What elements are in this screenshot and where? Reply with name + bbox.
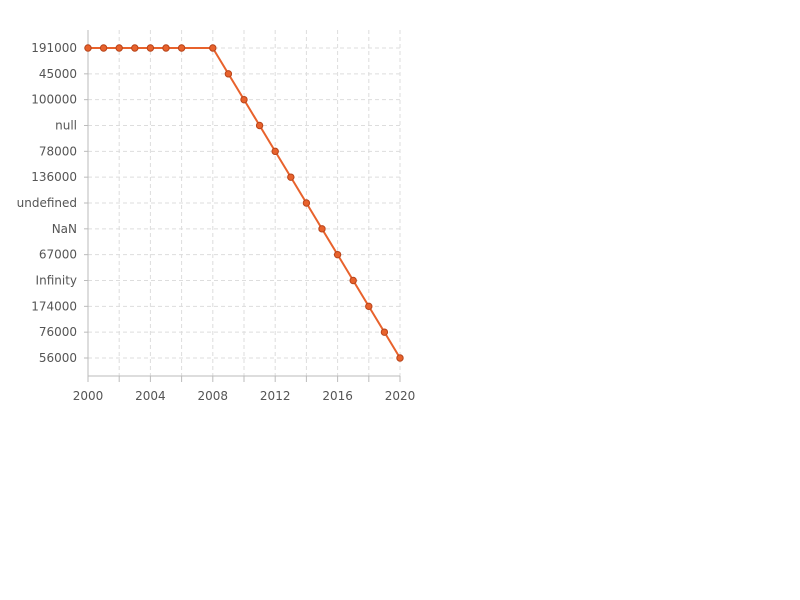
y-tick-label: 67000 (39, 248, 77, 262)
data-point[interactable] (146, 44, 155, 52)
x-tick-label: 2012 (260, 389, 291, 403)
grid (88, 30, 401, 376)
axes: 191000 45000 100000 null 78000 136000 undefine… (17, 30, 416, 403)
data-point[interactable] (271, 147, 279, 156)
x-tick-label: 2016 (322, 389, 353, 403)
data-point[interactable] (302, 199, 311, 207)
x-tick-label: 2008 (198, 389, 229, 403)
y-tick-label: NaN (52, 222, 77, 236)
data-point[interactable] (318, 225, 326, 233)
data-point[interactable] (115, 44, 123, 52)
y-tick-label: 100000 (31, 93, 77, 107)
x-tick-label: 2000 (73, 389, 104, 403)
y-tick-label: 174000 (31, 299, 77, 313)
data-point[interactable] (349, 276, 357, 285)
data-point[interactable] (224, 70, 233, 78)
data-point[interactable] (84, 44, 92, 52)
data-point[interactable] (255, 121, 264, 130)
y-tick-label: 136000 (31, 170, 77, 184)
y-tick-label: 191000 (31, 41, 77, 55)
data-point[interactable] (396, 354, 404, 362)
y-tick-label: undefined (17, 196, 77, 210)
data-point[interactable] (380, 328, 389, 336)
data-point[interactable] (209, 44, 217, 52)
data-point[interactable] (240, 95, 248, 104)
x-tick-label: 2004 (135, 389, 166, 403)
y-tick-label: 56000 (39, 351, 77, 365)
data-point[interactable] (177, 44, 186, 52)
data-point[interactable] (162, 44, 170, 52)
y-tick-label: null (55, 118, 77, 132)
data-point[interactable] (333, 250, 342, 259)
data-point[interactable] (99, 44, 108, 52)
series-layer (84, 44, 404, 362)
data-point[interactable] (131, 44, 139, 52)
data-point[interactable] (287, 173, 295, 181)
y-tick-label: 45000 (39, 67, 77, 81)
x-tick-label: 2020 (385, 389, 416, 403)
y-tick-label: 76000 (39, 325, 77, 339)
y-tick-label: Infinity (36, 273, 77, 287)
y-tick-label: 78000 (39, 144, 77, 158)
data-point[interactable] (365, 302, 373, 311)
